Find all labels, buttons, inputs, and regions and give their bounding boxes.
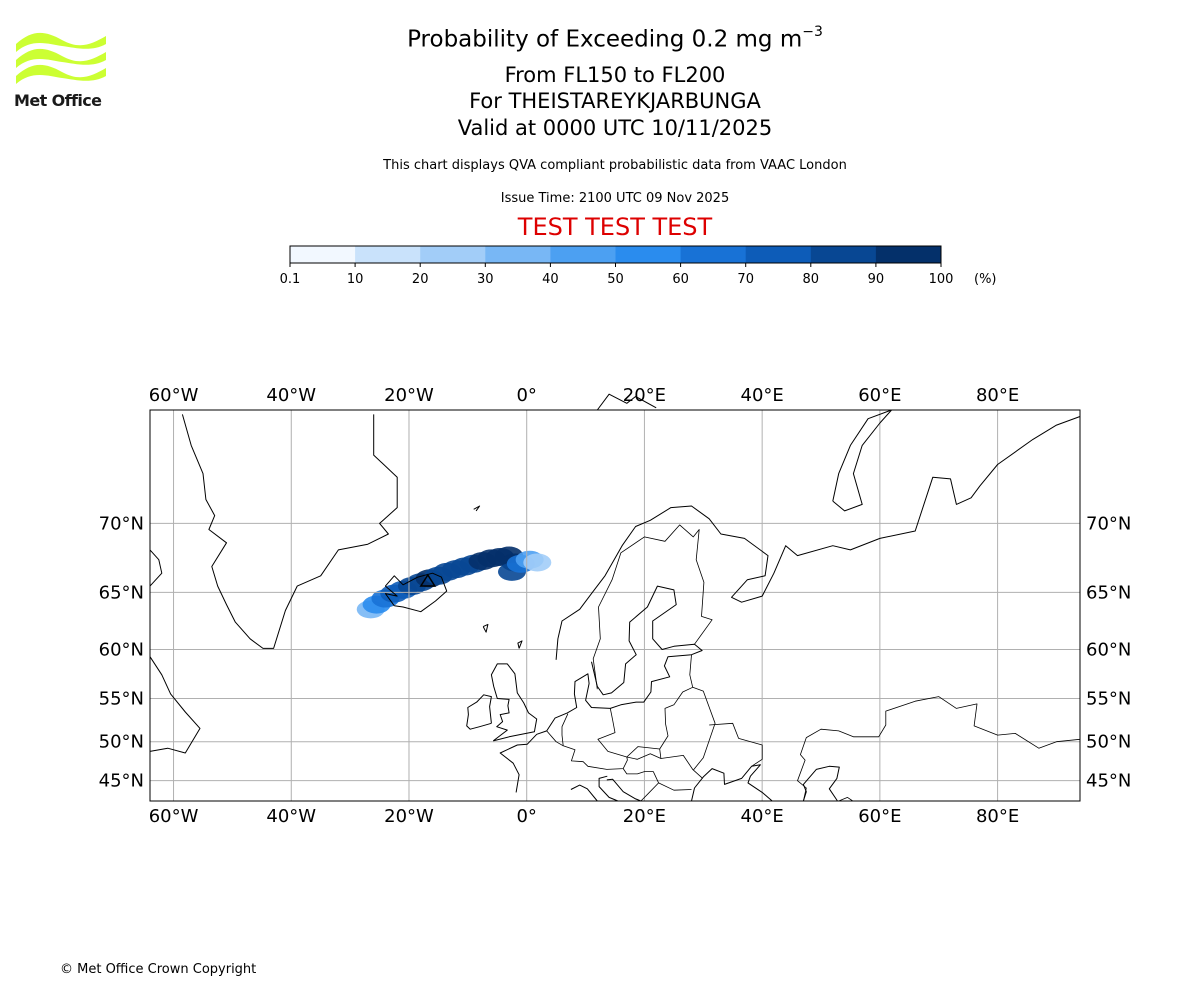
coastline-segment	[596, 393, 657, 411]
coastline-segment	[149, 549, 163, 587]
logo-text: Met Office	[14, 91, 102, 110]
longitude-tick-label: 40°E	[741, 385, 784, 406]
border-segment	[797, 696, 1081, 802]
colorbar-unit: (%)	[974, 272, 997, 287]
border-segment	[709, 722, 763, 767]
border-segment	[626, 746, 662, 760]
colorbar-bin	[290, 246, 356, 263]
latitude-tick-label: 65°N	[1086, 582, 1131, 603]
latitude-tick-label: 70°N	[1086, 513, 1131, 534]
latitude-tick-label: 55°N	[99, 688, 144, 709]
colorbar-tick-label: 0.1	[280, 272, 301, 287]
coastlines	[149, 393, 1081, 802]
ash-probability-map: 60°W 60°W 40°W 40°W 20°W 20°W 0° 0° 20°E 20°E 40°E…	[99, 385, 1132, 827]
coastline-segment	[384, 572, 448, 613]
colorbar-tick-label: 40	[542, 272, 559, 287]
latitude-tick-label: 55°N	[1086, 688, 1131, 709]
longitude-tick-label: 80°E	[976, 385, 1019, 406]
border-segment	[561, 708, 628, 770]
colorbar-tick-label: 90	[868, 272, 885, 287]
colorbar-bin	[550, 246, 616, 263]
plume-cell	[523, 553, 552, 572]
longitude-tick-label: 60°E	[858, 806, 901, 827]
longitude-tick-label: 80°E	[976, 806, 1019, 827]
colorbar-bin	[485, 246, 551, 263]
longitude-tick-label: 20°E	[623, 385, 666, 406]
coastline-segment	[691, 764, 773, 802]
colorbar-bin	[420, 246, 486, 263]
longitude-tick-label: 40°W	[266, 385, 316, 406]
latitude-tick-label: 45°N	[1086, 771, 1131, 792]
colorbar-tick-label: 60	[672, 272, 689, 287]
latitude-tick-label: 60°N	[1086, 639, 1131, 660]
probability-colorbar: 0.1 10 20 30 40 50 60 70 80 90 100 (%)	[280, 245, 997, 287]
coastline-segment	[570, 784, 598, 802]
coastline-segment	[482, 623, 489, 633]
latitude-tick-label: 50°N	[99, 732, 144, 753]
border-segment	[592, 524, 713, 690]
coastline-segment	[598, 775, 619, 802]
coastline-segment	[832, 409, 893, 512]
latitude-tick-label: 60°N	[99, 639, 144, 660]
longitude-tick-label: 0°	[516, 806, 536, 827]
colorbar-tick-label: 10	[347, 272, 364, 287]
longitude-tick-label: 20°W	[384, 806, 434, 827]
test-banner: TEST TEST TEST	[517, 213, 713, 241]
coastline-segment	[802, 765, 840, 802]
border-segment	[546, 730, 564, 747]
coastline-segment	[466, 694, 492, 730]
longitude-tick-label: 40°W	[266, 806, 316, 827]
coastline-segment	[555, 416, 1081, 660]
longitude-tick-label: 20°W	[384, 385, 434, 406]
longitude-tick-label: 0°	[516, 385, 536, 406]
colorbar-bin	[875, 246, 942, 263]
longitude-tick-label: 20°E	[623, 806, 666, 827]
border-segment	[838, 797, 854, 802]
chart-title: Probability of Exceeding 0.2 mg m−3	[407, 24, 823, 53]
ash-plume	[356, 546, 552, 619]
longitude-tick-label: 40°E	[741, 806, 784, 827]
colorbar-tick-label: 100	[929, 272, 954, 287]
latitude-tick-label: 45°N	[99, 771, 144, 792]
coastline-segment	[181, 414, 398, 649]
coastline-segment	[490, 663, 538, 742]
met-office-waves-icon	[16, 32, 106, 84]
coastline-segment	[473, 505, 481, 512]
coastline-segment	[517, 640, 523, 649]
volcano-marker-icon	[419, 573, 437, 587]
flight-level-range: From FL150 to FL200	[504, 63, 726, 87]
colorbar-bin	[810, 246, 877, 263]
longitude-tick-label: 60°W	[149, 385, 199, 406]
latitude-tick-label: 70°N	[99, 513, 144, 534]
latitude-tick-label: 65°N	[99, 582, 144, 603]
longitude-tick-label: 60°W	[149, 806, 199, 827]
colorbar-tick-label: 30	[477, 272, 494, 287]
border-segment	[692, 686, 716, 771]
copyright-notice: © Met Office Crown Copyright	[60, 962, 257, 977]
graticule	[150, 410, 1080, 801]
coastline-segment	[149, 656, 201, 754]
colorbar-bin	[615, 246, 681, 263]
chart-caption: This chart displays QVA compliant probab…	[383, 158, 847, 173]
colorbar-tick-label: 80	[803, 272, 820, 287]
latitude-tick-label: 50°N	[1086, 732, 1131, 753]
colorbar-bin	[745, 246, 812, 263]
valid-time: Valid at 0000 UTC 10/11/2025	[457, 116, 773, 140]
issue-time: Issue Time: 2100 UTC 09 Nov 2025	[500, 191, 730, 206]
map-frame	[149, 409, 1081, 802]
border-segment	[658, 782, 692, 791]
colorbar-tick-label: 70	[737, 272, 754, 287]
border-segment	[622, 768, 659, 802]
coastline-segment	[499, 585, 703, 793]
volcano-name: For THEISTAREYKJARBUNGA	[469, 89, 761, 113]
colorbar-tick-label: 50	[607, 272, 624, 287]
colorbar-tick-label: 20	[412, 272, 429, 287]
coastline-segment	[606, 778, 642, 802]
colorbar-bin	[680, 246, 747, 263]
colorbar-bin	[355, 246, 421, 263]
longitude-tick-label: 60°E	[858, 385, 901, 406]
met-office-logo: Met Office	[14, 30, 109, 112]
border-segment	[659, 654, 703, 779]
